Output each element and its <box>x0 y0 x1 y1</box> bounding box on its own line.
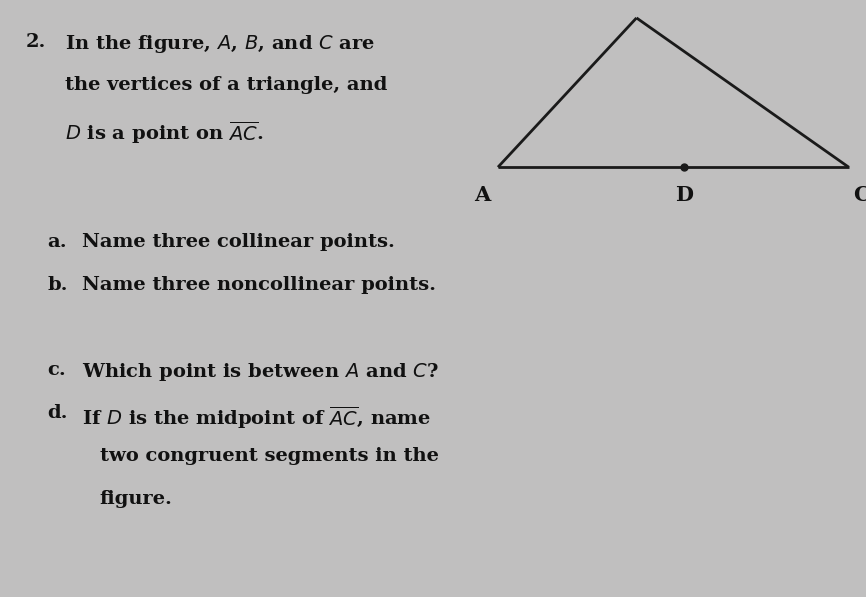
Text: $D$ is a point on $\overline{AC}$.: $D$ is a point on $\overline{AC}$. <box>65 119 263 146</box>
Text: In the figure, $A$, $B$, and $C$ are: In the figure, $A$, $B$, and $C$ are <box>65 33 375 55</box>
Text: c.: c. <box>48 361 67 379</box>
Text: C: C <box>853 185 866 205</box>
Text: figure.: figure. <box>100 490 172 508</box>
Text: Name three collinear points.: Name three collinear points. <box>82 233 395 251</box>
Text: b.: b. <box>48 276 68 294</box>
Text: A: A <box>475 185 490 205</box>
Text: 2.: 2. <box>26 33 47 51</box>
Text: a.: a. <box>48 233 68 251</box>
Text: D: D <box>675 185 693 205</box>
Text: B: B <box>628 0 645 3</box>
Text: two congruent segments in the: two congruent segments in the <box>100 447 438 465</box>
Text: Name three noncollinear points.: Name three noncollinear points. <box>82 276 436 294</box>
Text: d.: d. <box>48 404 68 422</box>
Text: If $D$ is the midpoint of $\overline{AC}$, name: If $D$ is the midpoint of $\overline{AC}… <box>82 404 431 431</box>
Text: the vertices of a triangle, and: the vertices of a triangle, and <box>65 76 387 94</box>
Text: Which point is between $A$ and $C$?: Which point is between $A$ and $C$? <box>82 361 439 383</box>
